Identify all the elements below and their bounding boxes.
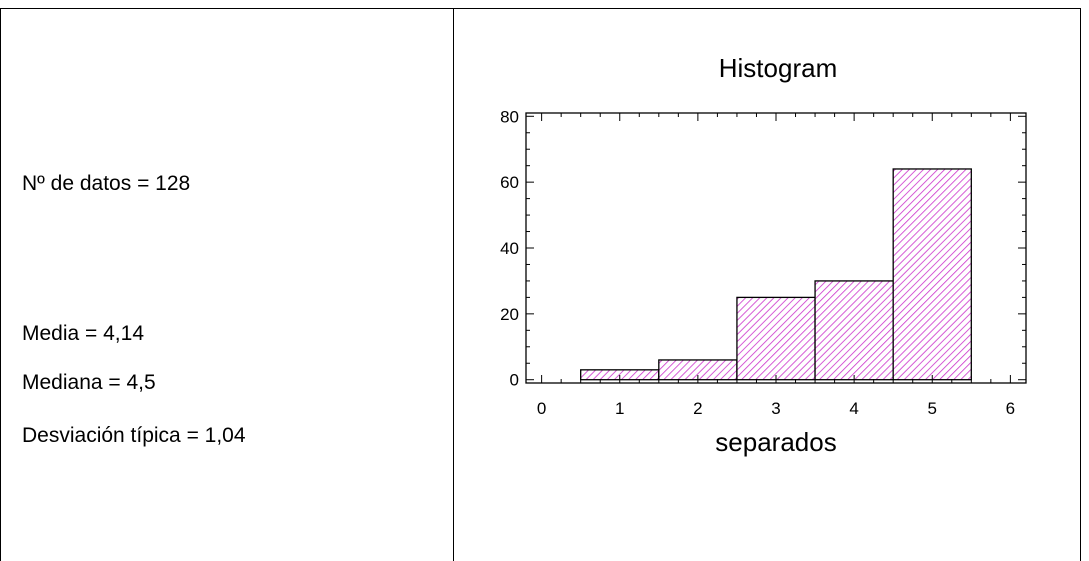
x-tick-label: 5 [928, 399, 937, 418]
histogram-bar [814, 280, 894, 381]
histogram-bar [892, 168, 972, 381]
plot-area: 0 20 40 60 80 0 1 2 3 4 5 6 [500, 107, 1027, 418]
x-tick-label: 1 [615, 399, 624, 418]
x-tick-label: 2 [693, 399, 702, 418]
stat-median: Mediana = 4,5 [22, 371, 156, 394]
y-tick-label: 40 [500, 239, 519, 258]
y-tick-label: 60 [500, 173, 519, 192]
x-axis-label: separados [715, 427, 836, 457]
table-border-right [1080, 8, 1081, 561]
histogram-bar [736, 296, 816, 381]
table-column-divider [453, 8, 454, 561]
x-tick-label: 4 [849, 399, 858, 418]
table-border-left [0, 8, 1, 561]
stat-standard-deviation: Desviación típica = 1,04 [22, 424, 246, 447]
x-tick-label: 3 [771, 399, 780, 418]
y-tick-label: 0 [510, 371, 519, 390]
y-tick-label: 80 [500, 107, 519, 126]
stat-mean: Media = 4,14 [22, 322, 145, 345]
chart-title: Histogram [719, 53, 837, 83]
histogram-chart: Histogram 0 20 40 60 80 0 1 2 3 4 5 6 separados [500, 53, 1027, 457]
x-tick-label: 6 [1006, 399, 1015, 418]
stat-sample-size: Nº de datos = 128 [22, 172, 191, 195]
y-tick-label: 20 [500, 305, 519, 324]
table-border-top [0, 8, 1080, 9]
x-tick-label: 0 [537, 399, 546, 418]
